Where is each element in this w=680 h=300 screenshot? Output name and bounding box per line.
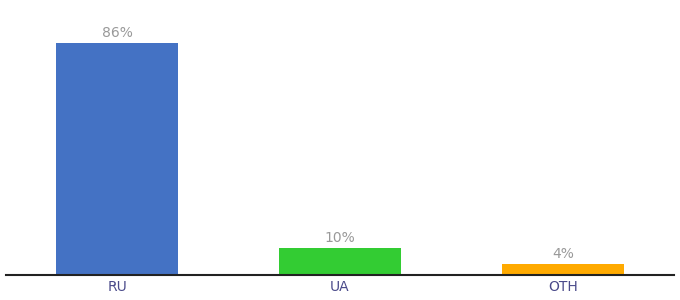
Text: 4%: 4% [552, 247, 574, 261]
Bar [56, 43, 178, 275]
Text: 86%: 86% [101, 26, 133, 40]
Bar [502, 264, 624, 275]
Bar [279, 248, 401, 275]
Text: 10%: 10% [324, 231, 356, 245]
